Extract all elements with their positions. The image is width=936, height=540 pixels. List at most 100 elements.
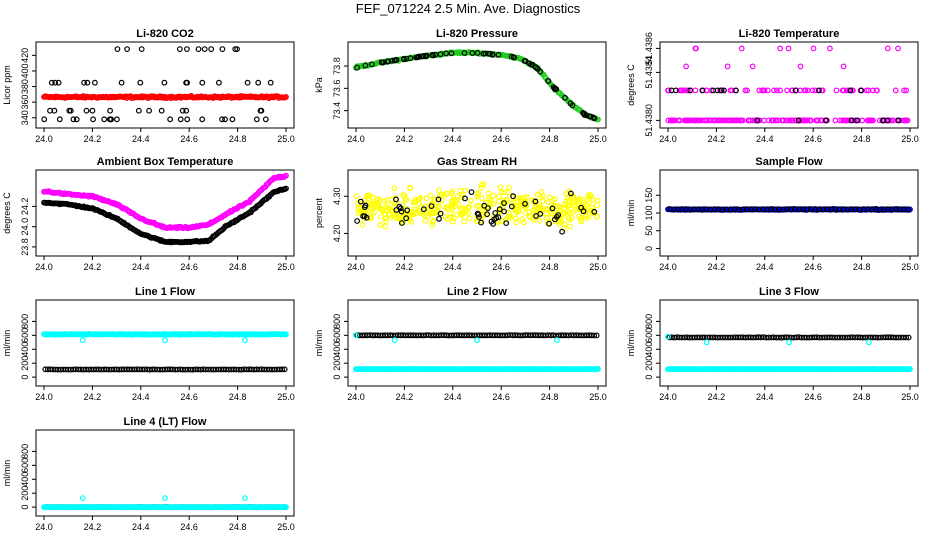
data-point xyxy=(892,87,899,94)
data-point xyxy=(465,209,472,216)
data-point xyxy=(797,63,804,70)
data-point xyxy=(692,87,699,94)
y-tick-label: 200 xyxy=(332,356,342,371)
data-point xyxy=(432,210,438,216)
data-point xyxy=(462,195,468,202)
y-axis-label: percent xyxy=(314,197,324,228)
data-point xyxy=(840,87,847,94)
data-point xyxy=(580,199,587,206)
x-tick-label: 24.2 xyxy=(84,522,102,532)
data-point xyxy=(769,117,775,124)
data-point xyxy=(436,187,443,194)
data-point xyxy=(449,188,456,195)
data-point xyxy=(526,213,533,219)
y-axis-label: ml/min xyxy=(626,330,636,357)
data-point xyxy=(724,63,731,70)
series-co2-2-5-min-mean xyxy=(41,92,289,102)
x-tick-label: 25.0 xyxy=(589,392,607,402)
data-point xyxy=(901,87,907,94)
data-point xyxy=(52,79,59,86)
data-point xyxy=(483,199,489,206)
data-point xyxy=(764,87,771,94)
data-point xyxy=(810,45,817,52)
y-tick-label: 360 xyxy=(20,95,30,110)
series-line-2-active xyxy=(354,332,600,339)
data-point xyxy=(561,221,568,228)
data-point xyxy=(780,117,787,124)
data-point xyxy=(489,51,496,58)
data-point xyxy=(756,87,763,94)
data-point xyxy=(396,203,403,210)
y-tick-label: 150 xyxy=(644,188,654,203)
data-point xyxy=(215,79,222,86)
x-tick-label: 24.2 xyxy=(84,134,102,144)
data-point xyxy=(816,87,822,94)
y-tick-label: 50 xyxy=(644,226,654,236)
data-point xyxy=(474,50,481,56)
data-point xyxy=(362,202,369,209)
data-point xyxy=(417,194,424,201)
data-point xyxy=(381,198,387,205)
plot-frame xyxy=(659,41,919,129)
data-point xyxy=(849,87,856,94)
data-point xyxy=(448,202,455,209)
data-point xyxy=(501,189,508,196)
y-tick-label: 600 xyxy=(20,458,30,473)
data-point xyxy=(281,366,288,373)
data-point xyxy=(432,196,439,203)
data-point xyxy=(479,195,485,202)
data-point xyxy=(366,192,373,199)
data-point xyxy=(427,192,434,199)
data-point xyxy=(537,210,544,217)
data-point xyxy=(571,202,577,209)
data-point xyxy=(429,52,436,58)
plot-frame xyxy=(35,41,295,129)
data-point xyxy=(258,107,265,114)
data-point xyxy=(895,45,901,52)
data-point xyxy=(371,209,378,215)
data-point xyxy=(668,87,675,94)
data-point xyxy=(179,107,186,114)
data-point xyxy=(398,208,405,215)
data-point xyxy=(428,203,435,210)
data-point xyxy=(393,196,399,203)
data-point xyxy=(480,50,487,57)
data-point xyxy=(876,117,883,124)
data-point xyxy=(354,64,361,71)
data-point xyxy=(555,212,562,219)
y-tick-label: 400 xyxy=(20,63,30,78)
data-point xyxy=(786,339,792,346)
data-point xyxy=(496,193,503,200)
y-tick-label: 0 xyxy=(20,505,30,510)
data-point xyxy=(761,87,768,94)
y-tick-label: 0 xyxy=(644,246,654,251)
data-point xyxy=(262,116,269,123)
data-point xyxy=(537,68,544,75)
data-point xyxy=(234,46,241,52)
data-point xyxy=(146,107,153,114)
y-tick-label: 800 xyxy=(332,314,342,329)
data-point xyxy=(508,203,515,210)
panel-9: Line 3 Flow ml/min 24.0 24.2 24.4 24.6 24.8 25.… xyxy=(626,286,919,402)
panel-title: Line 1 Flow xyxy=(135,286,195,298)
data-point xyxy=(749,63,756,70)
y-tick-label: 23.8 xyxy=(20,238,30,256)
data-point xyxy=(255,79,262,86)
y-axis-label: ml/min xyxy=(314,330,324,357)
data-point xyxy=(840,63,847,70)
data-point xyxy=(219,46,226,52)
data-point xyxy=(501,208,507,215)
x-tick-label: 24.8 xyxy=(541,392,559,402)
x-tick-label: 24.2 xyxy=(708,134,726,144)
data-point xyxy=(184,116,191,123)
data-point xyxy=(402,196,408,203)
series-line-1-mean xyxy=(41,331,289,344)
data-point xyxy=(570,195,577,202)
data-point xyxy=(397,205,404,212)
data-point xyxy=(474,337,480,344)
x-tick-label: 24.2 xyxy=(84,262,102,272)
data-point xyxy=(568,190,574,197)
data-point xyxy=(462,187,468,194)
data-point xyxy=(396,215,402,222)
data-point xyxy=(714,117,721,124)
